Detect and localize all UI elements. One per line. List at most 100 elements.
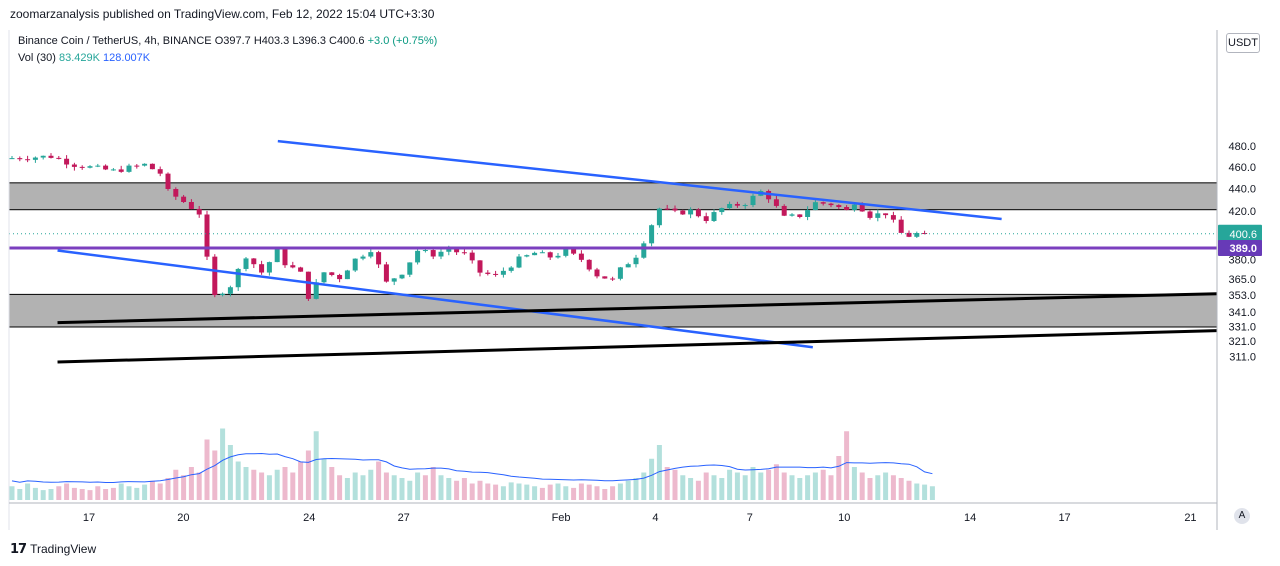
currency-button[interactable]: USDT xyxy=(1226,33,1260,53)
candle-body xyxy=(266,262,272,273)
candle-body xyxy=(695,209,701,217)
volume-bar xyxy=(399,478,405,500)
candle-body xyxy=(680,210,686,215)
candle-body xyxy=(836,205,842,208)
volume-bar xyxy=(719,478,725,500)
volume-bar xyxy=(805,475,811,500)
volume-bar xyxy=(516,483,522,500)
candle-body xyxy=(914,233,920,237)
volume-bar xyxy=(274,469,280,500)
trend-lines xyxy=(57,139,1218,364)
volume-bar xyxy=(851,467,857,500)
volume-bar xyxy=(87,490,93,500)
volume-bar xyxy=(251,469,257,500)
volume-legend: Vol (30) 83.429K 128.007K xyxy=(18,52,150,64)
volume-bar xyxy=(79,489,85,500)
volume-bar xyxy=(181,475,187,500)
candle-body xyxy=(828,203,834,206)
volume-bar xyxy=(883,472,889,500)
candle-body xyxy=(282,249,288,266)
candle-body xyxy=(9,158,15,160)
volume-bar xyxy=(134,487,140,500)
candle-body xyxy=(844,207,850,210)
candle-body xyxy=(352,258,358,271)
auto-scale-button[interactable]: A xyxy=(1234,508,1250,524)
candle-body xyxy=(578,253,584,260)
volume-bar xyxy=(305,450,311,500)
volume-bar xyxy=(758,472,764,500)
volume-bar xyxy=(929,486,935,500)
candle-body xyxy=(118,169,124,172)
volume-bar xyxy=(602,489,608,500)
volume-bar xyxy=(664,467,670,500)
candle-body xyxy=(32,157,38,160)
volume-bar xyxy=(220,428,226,500)
candle-body xyxy=(290,265,296,268)
volume-bar xyxy=(859,472,865,500)
candle-body xyxy=(883,213,889,216)
volume-bar xyxy=(898,478,904,500)
symbol-info: Binance Coin / TetherUS, 4h, BINANCE xyxy=(18,35,212,47)
candle-body xyxy=(461,252,467,254)
volume-bar xyxy=(157,483,163,500)
volume-bar xyxy=(313,431,319,500)
last-price-label: 400.6 xyxy=(1229,229,1257,241)
volume-bar xyxy=(649,458,655,500)
volume-bar xyxy=(875,475,881,500)
candle-body xyxy=(103,165,109,170)
candle-body xyxy=(344,270,350,280)
volume-bar xyxy=(610,486,616,500)
y-axis: 480.0460.0440.0420.0400.0380.0365.0353.0… xyxy=(1228,141,1256,363)
candle-body xyxy=(313,282,319,299)
candle-body xyxy=(188,201,194,209)
volume-bar xyxy=(329,467,335,500)
volume-bar xyxy=(368,469,374,500)
candle-body xyxy=(649,225,655,244)
candle-body xyxy=(235,268,241,288)
volume-ma-line xyxy=(11,452,933,483)
volume-bar xyxy=(259,472,265,500)
volume-bar xyxy=(711,475,717,500)
volume-bar xyxy=(656,445,662,500)
x-tick-label: 10 xyxy=(838,512,850,524)
x-tick-label: 24 xyxy=(303,512,315,524)
y-tick-label: 311.0 xyxy=(1229,351,1256,363)
volume-bar xyxy=(32,487,38,500)
volume-bar xyxy=(680,475,686,500)
volume-bar xyxy=(376,461,382,500)
candle-body xyxy=(274,249,280,263)
ohlc-values: O397.7 H403.3 L396.3 C400.6 xyxy=(214,35,365,47)
candle-body xyxy=(594,269,600,277)
candle-body xyxy=(454,249,460,253)
x-tick-label: 21 xyxy=(1184,512,1196,524)
candle-body xyxy=(181,196,187,202)
candle-body xyxy=(25,159,31,161)
volume-bar xyxy=(469,483,475,500)
candle-body xyxy=(422,250,428,252)
volume-bar xyxy=(407,480,413,500)
x-tick-label: 7 xyxy=(747,512,753,524)
volume-bar xyxy=(734,472,740,500)
volume-bar xyxy=(625,480,631,500)
volume-bar xyxy=(71,487,77,500)
volume-bar xyxy=(867,478,873,500)
volume-bar xyxy=(188,467,194,500)
candle-body xyxy=(617,267,623,279)
volume-bar xyxy=(142,484,148,500)
volume-bar xyxy=(703,472,709,500)
candle-body xyxy=(446,249,452,252)
candle-body xyxy=(922,233,928,235)
volume-bar xyxy=(500,486,506,500)
volume-bar xyxy=(688,478,694,500)
volume-bar xyxy=(212,450,218,500)
y-tick-label: 420.0 xyxy=(1228,206,1256,218)
trend-line-1 xyxy=(277,139,1002,221)
volume-bar xyxy=(17,489,23,500)
candle-body xyxy=(383,264,389,282)
volume-bar xyxy=(9,486,15,500)
volume-bar xyxy=(890,475,896,500)
candle-body xyxy=(610,278,616,280)
volume-bar xyxy=(56,486,62,500)
volume-bar xyxy=(742,475,748,500)
